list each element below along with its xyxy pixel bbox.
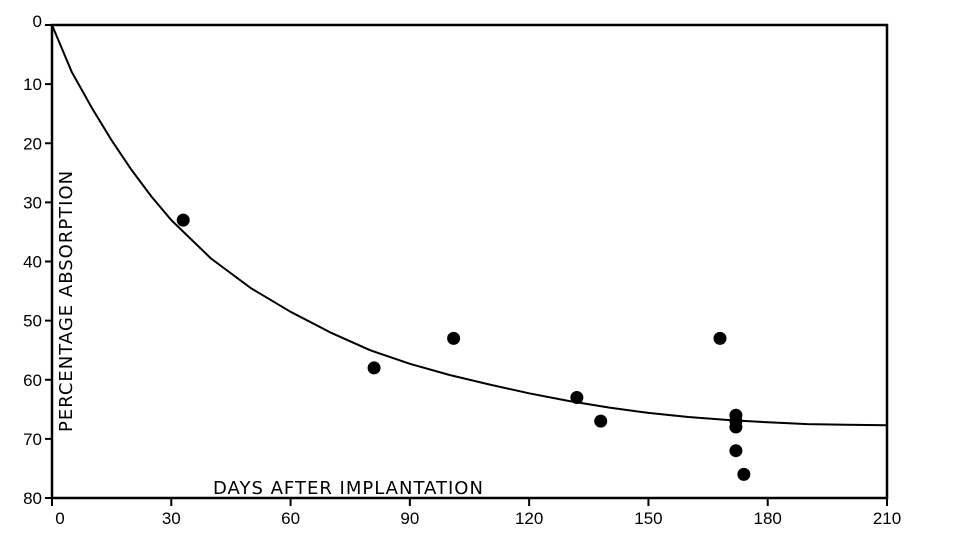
data-point — [737, 467, 751, 481]
x-tick-label: 60 — [281, 509, 300, 528]
x-tick-label: 30 — [162, 509, 181, 528]
y-tick-label: 10 — [23, 75, 42, 94]
data-point — [594, 414, 608, 428]
y-tick-label: 0 — [33, 12, 42, 31]
curve-layer — [51, 24, 888, 427]
y-tick-label: 70 — [23, 430, 42, 449]
data-point — [729, 444, 743, 458]
data-point — [176, 213, 190, 227]
x-tick-label: 120 — [515, 509, 543, 528]
x-axis-title: DAYS AFTER IMPLANTATION — [213, 478, 484, 499]
data-point — [713, 331, 727, 345]
x-tick-label: 0 — [55, 509, 64, 528]
y-tick-label: 60 — [23, 371, 42, 390]
x-tick-label: 150 — [634, 509, 662, 528]
data-point — [729, 420, 743, 434]
x-tick-label: 180 — [754, 509, 782, 528]
x-tick-label: 210 — [873, 509, 901, 528]
fitted-curve — [51, 24, 888, 427]
data-point — [570, 390, 584, 404]
data-point — [367, 361, 381, 375]
x-tick-label: 90 — [400, 509, 419, 528]
points-layer — [176, 213, 751, 481]
plot-frame — [50, 23, 889, 500]
y-tick-label: 80 — [23, 489, 42, 508]
data-point — [447, 331, 461, 345]
y-tick-label: 50 — [23, 312, 42, 331]
y-tick-label: 40 — [23, 253, 42, 272]
y-tick-label: 30 — [23, 193, 42, 212]
y-axis-title: PERCENTAGE ABSORPTION — [56, 170, 77, 432]
tick-group: 0 30 60 90 120 150 180 210 0 10 20 30 40 50 60 70 80 — [23, 12, 901, 528]
y-tick-label: 20 — [23, 134, 42, 153]
